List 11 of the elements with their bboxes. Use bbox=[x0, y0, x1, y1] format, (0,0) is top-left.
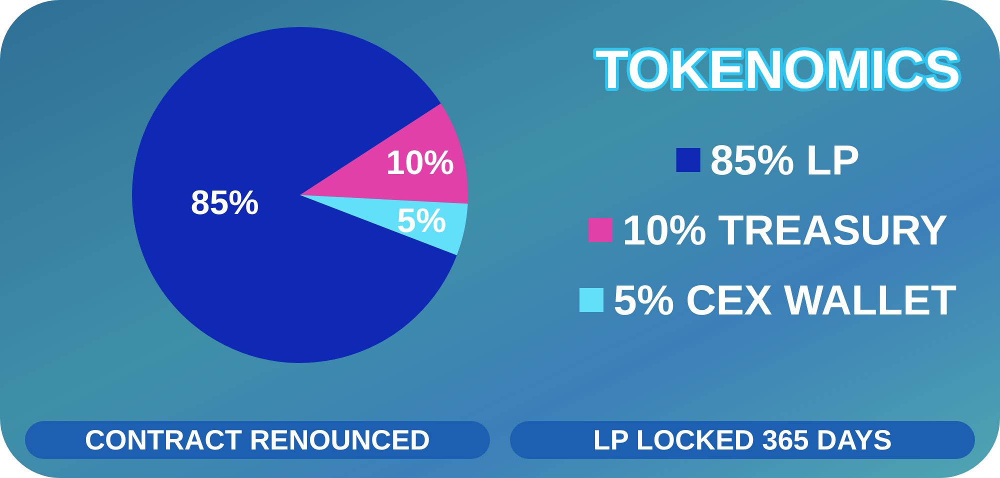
text: CONTRACT RENOUNCED bbox=[84, 424, 430, 456]
legend-label: 10% TREASURY bbox=[622, 206, 948, 254]
data-label: 5% bbox=[397, 202, 446, 240]
pie-slice bbox=[300, 104, 468, 204]
text: LP LOCKED 365 DAYS bbox=[593, 424, 892, 456]
legend-label: 5% CEX WALLET bbox=[613, 276, 957, 324]
data-label: 10% bbox=[386, 144, 454, 182]
chart-title: TOKENOMICS bbox=[595, 40, 961, 100]
data-label: 85% bbox=[190, 184, 259, 222]
legend-label: 85% LP bbox=[710, 136, 860, 184]
pie-slice bbox=[132, 27, 457, 363]
